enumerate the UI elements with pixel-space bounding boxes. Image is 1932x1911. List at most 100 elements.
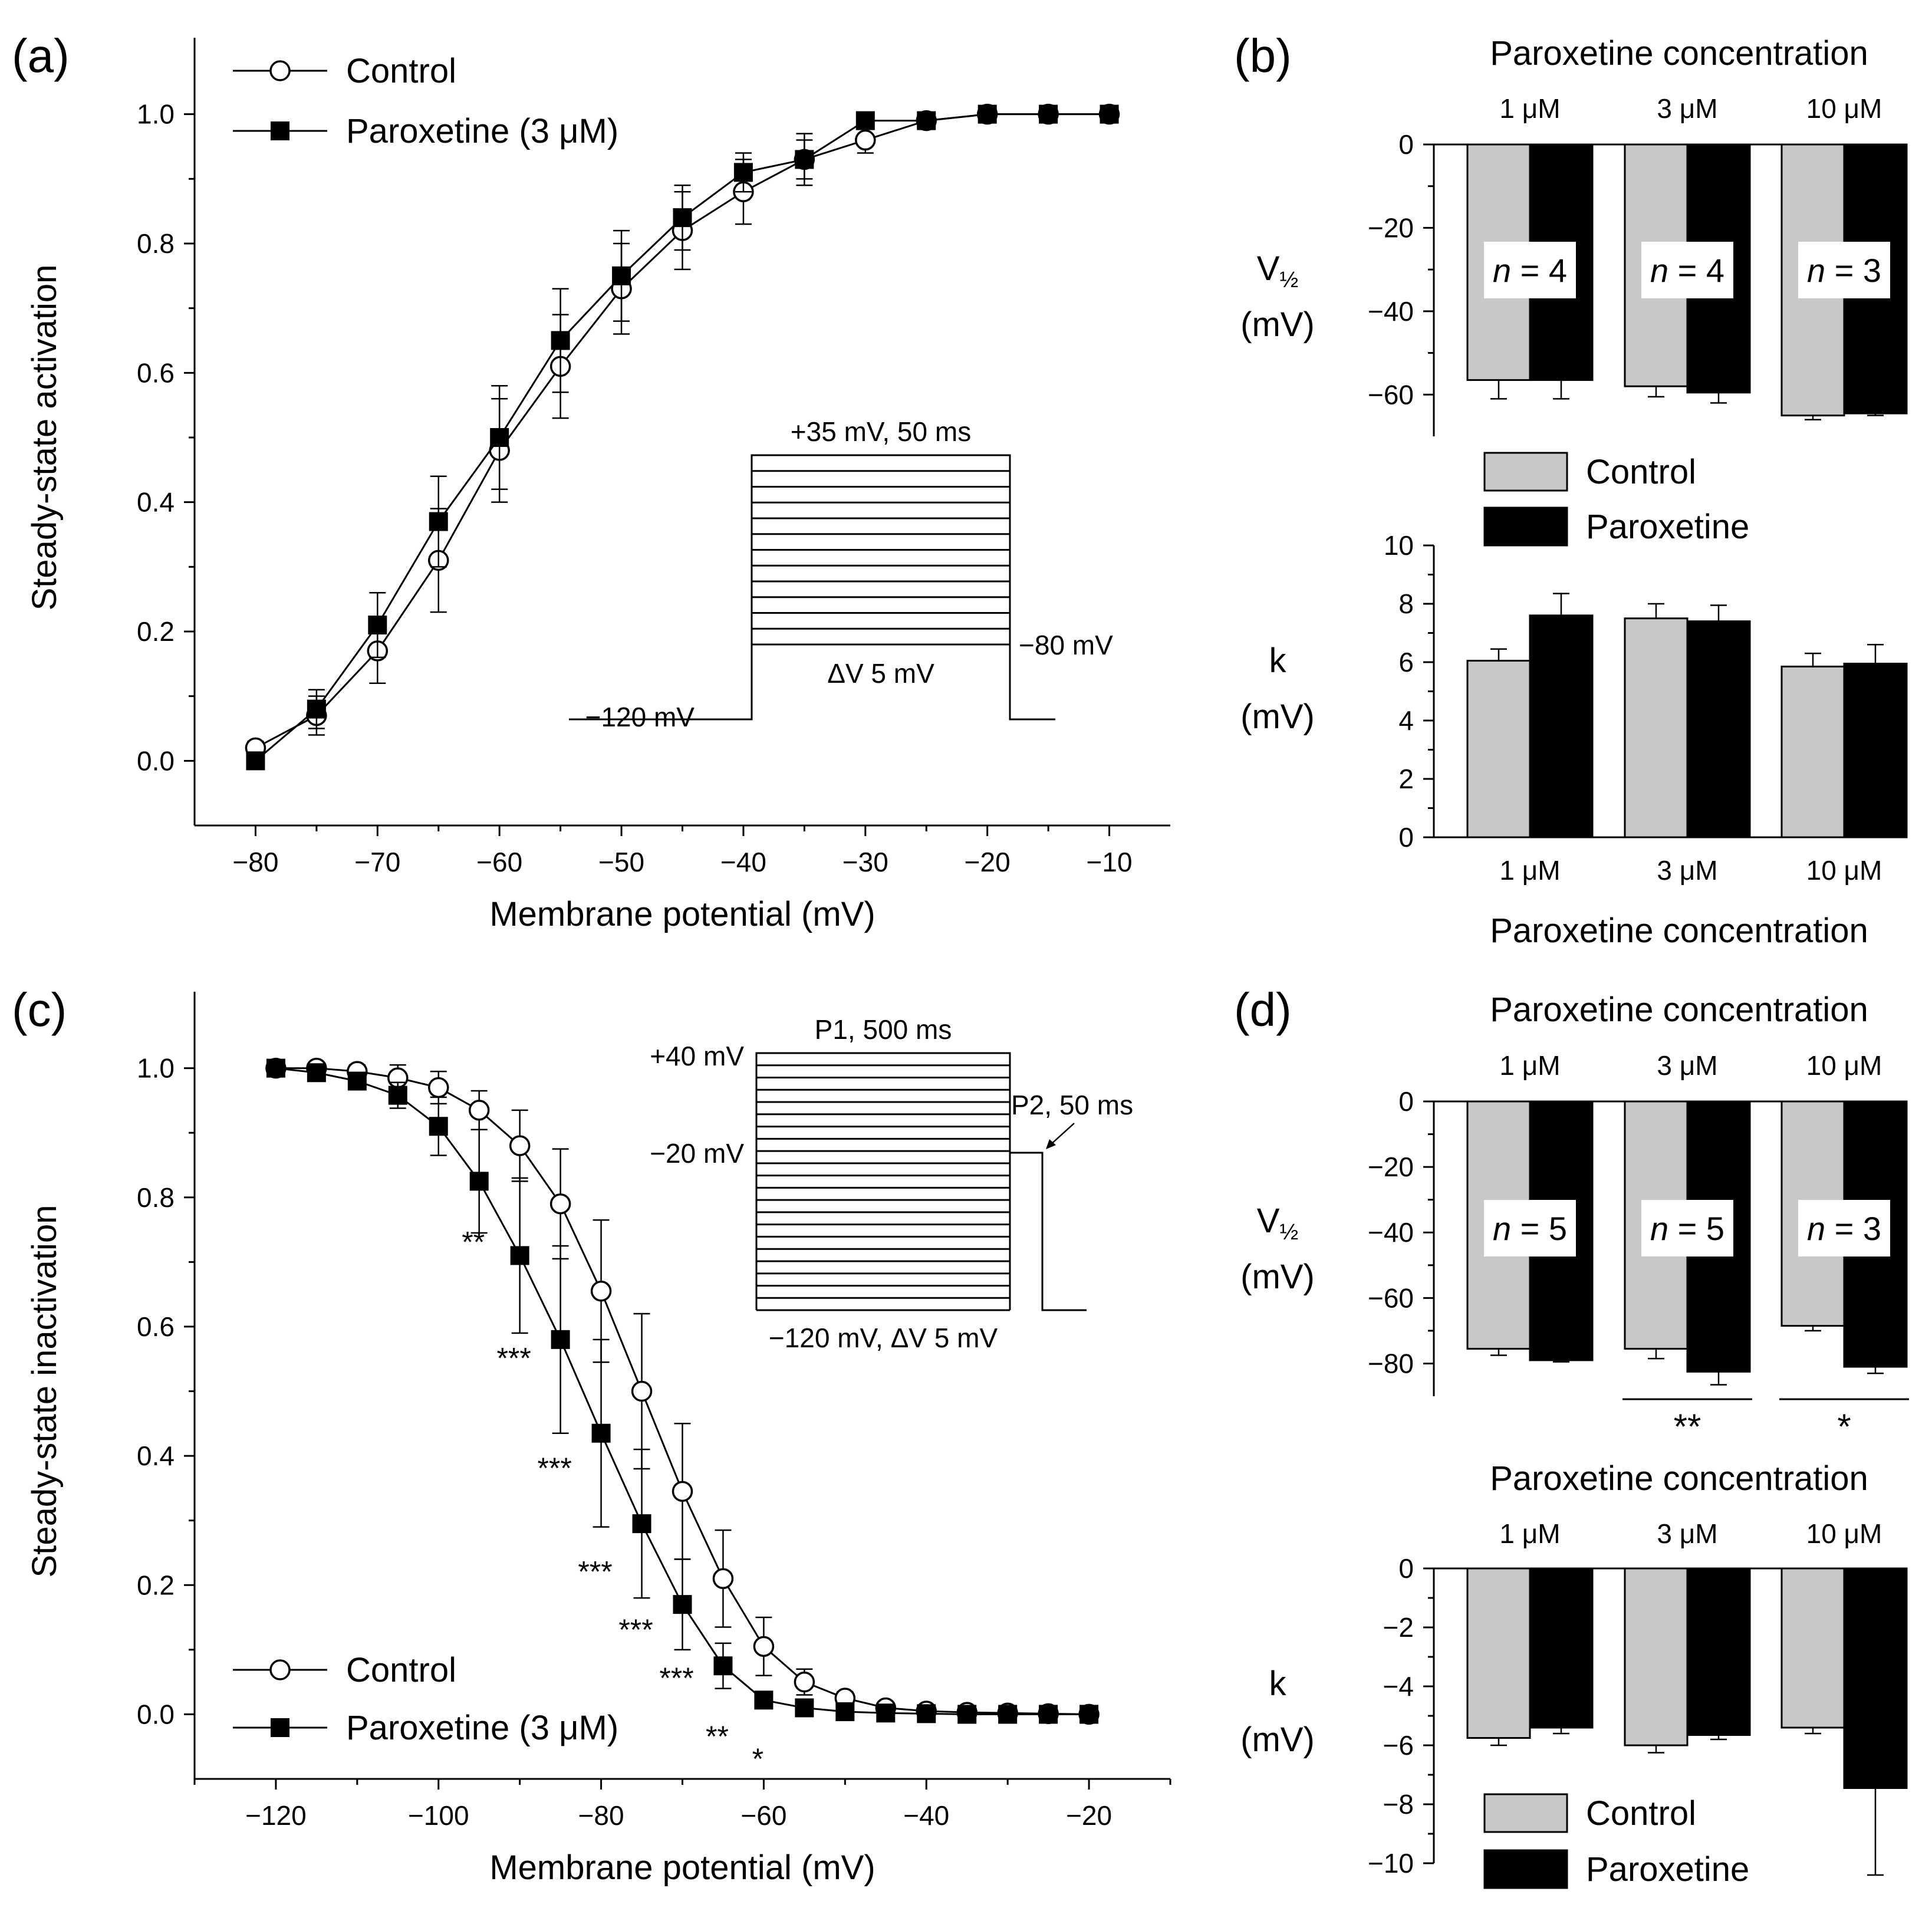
n-label-n: n xyxy=(1493,252,1511,289)
significance-label: *** xyxy=(659,1662,693,1695)
bar xyxy=(1843,662,1908,838)
data-point-square xyxy=(855,111,875,130)
data-point-circle xyxy=(468,1100,490,1121)
significance-label: * xyxy=(1837,1407,1851,1446)
n-label: n = 4 xyxy=(1650,252,1724,289)
y-tick-label: 0 xyxy=(1398,129,1414,160)
legend-label: Control xyxy=(1586,1794,1696,1833)
y-axis-label: Steady-state inactivation xyxy=(25,1205,64,1578)
significance-label: ** xyxy=(706,1720,729,1753)
y-tick-label: 4 xyxy=(1398,705,1414,736)
y-axis-label-main: V½ xyxy=(1257,249,1298,292)
y-axis-label-unit: (mV) xyxy=(1240,1258,1315,1296)
n-label-box xyxy=(1641,1200,1733,1257)
y-tick-label: 0.8 xyxy=(137,1182,175,1213)
x-tick-label: −80 xyxy=(232,847,278,877)
legend: Control Paroxetine (3 μM) xyxy=(233,1651,618,1747)
n-label-n: n xyxy=(1807,252,1825,289)
category-label: 3 μM xyxy=(1657,855,1717,886)
bar xyxy=(1624,1567,1689,1746)
y-tick-label: 0.6 xyxy=(137,1311,175,1342)
bar-series-control xyxy=(1466,1567,1845,1754)
n-label-value: = 5 xyxy=(1511,1210,1567,1247)
data-point-square xyxy=(490,428,509,447)
legend-swatch xyxy=(1483,452,1568,492)
category-label: 3 μM xyxy=(1657,1518,1717,1549)
panel-label: (b) xyxy=(1234,29,1292,82)
y-tick-label: −40 xyxy=(1368,1217,1414,1248)
y-axis-label-unit: (mV) xyxy=(1240,1721,1315,1759)
n-label-box xyxy=(1641,242,1733,298)
n-label-box xyxy=(1484,242,1576,298)
legend-marker-circle xyxy=(269,60,291,81)
x-tick-label: −120 xyxy=(245,1800,307,1831)
panel-label: (c) xyxy=(12,984,67,1036)
y-axis-label-main: k xyxy=(1269,642,1287,680)
category-label: 1 μM xyxy=(1499,1050,1560,1081)
inset-p1-label: P1, 500 ms xyxy=(815,1014,952,1045)
data-point-square xyxy=(612,266,631,285)
inset-p2-arrow xyxy=(1049,1123,1075,1146)
panel-b: (b) Paroxetine concentration 1 μM 3 μM 10 μM… xyxy=(1234,29,1908,950)
bar-series-paroxetine xyxy=(1529,593,1908,838)
inset-step-label: ΔV 5 mV xyxy=(827,658,934,689)
inset-top-label: +35 mV, 50 ms xyxy=(791,416,971,447)
legend: Control Paroxetine (3 μM) xyxy=(233,52,618,150)
y-tick-label: 0 xyxy=(1398,822,1414,853)
category-label: 3 μM xyxy=(1657,1050,1717,1081)
y-axis-label-unit: (mV) xyxy=(1240,305,1315,344)
x-tick-label: −80 xyxy=(578,1800,624,1831)
legend-marker-square xyxy=(271,1718,289,1737)
bar xyxy=(1466,1567,1531,1739)
x-axis-label: Membrane potential (mV) xyxy=(489,1848,875,1887)
legend-label: Paroxetine xyxy=(1586,508,1749,546)
data-point-square xyxy=(591,1423,611,1443)
y-tick-label: −40 xyxy=(1368,296,1414,327)
legend-marker-square xyxy=(271,121,289,140)
x-tick-label: −60 xyxy=(740,1800,786,1831)
y-axis-label-unit: (mV) xyxy=(1240,698,1315,736)
n-label: n = 3 xyxy=(1807,252,1881,289)
n-label-value: = 4 xyxy=(1668,252,1724,289)
data-point-circle xyxy=(428,1077,449,1098)
data-point-square xyxy=(1039,104,1058,124)
data-point-square xyxy=(429,512,448,531)
x-tick-label: −100 xyxy=(408,1800,469,1831)
y-tick-label: 1.0 xyxy=(137,1053,175,1084)
data-point-square xyxy=(632,1514,651,1534)
data-point-square xyxy=(835,1702,855,1722)
data-point-circle xyxy=(794,1671,815,1693)
bar xyxy=(1686,1567,1751,1736)
data-point-square xyxy=(347,1071,367,1091)
significance-label: *** xyxy=(618,1613,653,1646)
y-axis-label-main: V½ xyxy=(1257,1202,1298,1245)
y-tick-label: 0 xyxy=(1398,1086,1414,1117)
data-point-square xyxy=(795,150,814,169)
y-tick-label: 1.0 xyxy=(137,99,175,130)
x-tick-label: −20 xyxy=(1066,1800,1112,1831)
data-point-square xyxy=(469,1172,489,1191)
data-point-square xyxy=(713,1656,733,1676)
x-tick-label: −60 xyxy=(476,847,522,877)
panel-label: (d) xyxy=(1234,984,1292,1036)
data-point-square xyxy=(307,699,326,719)
bar xyxy=(1843,1567,1908,1789)
n-label-value: = 5 xyxy=(1668,1210,1724,1247)
y-tick-label: −2 xyxy=(1383,1612,1414,1643)
data-point-circle xyxy=(712,1568,734,1590)
significance-label: ** xyxy=(1674,1407,1701,1446)
data-point-square xyxy=(917,1704,936,1723)
y-tick-label: −20 xyxy=(1368,212,1414,243)
n-label-n: n xyxy=(1807,1210,1825,1247)
y-tick-label: 0.0 xyxy=(137,745,175,776)
data-point-circle xyxy=(549,1193,571,1215)
inset-tail-label: −80 mV xyxy=(1019,630,1113,660)
data-point-circle xyxy=(631,1380,653,1402)
y-tick-label: −6 xyxy=(1383,1730,1414,1761)
data-point-circle xyxy=(509,1135,531,1156)
n-label: n = 5 xyxy=(1650,1210,1724,1247)
y-tick-label: −80 xyxy=(1368,1348,1414,1379)
panel-c: 0.0 0.2 0.4 0.6 0.8 1.0 −120 −100 −80 −60 −40 −20 Me… xyxy=(12,984,1171,1887)
n-label-value: = 3 xyxy=(1825,252,1881,289)
